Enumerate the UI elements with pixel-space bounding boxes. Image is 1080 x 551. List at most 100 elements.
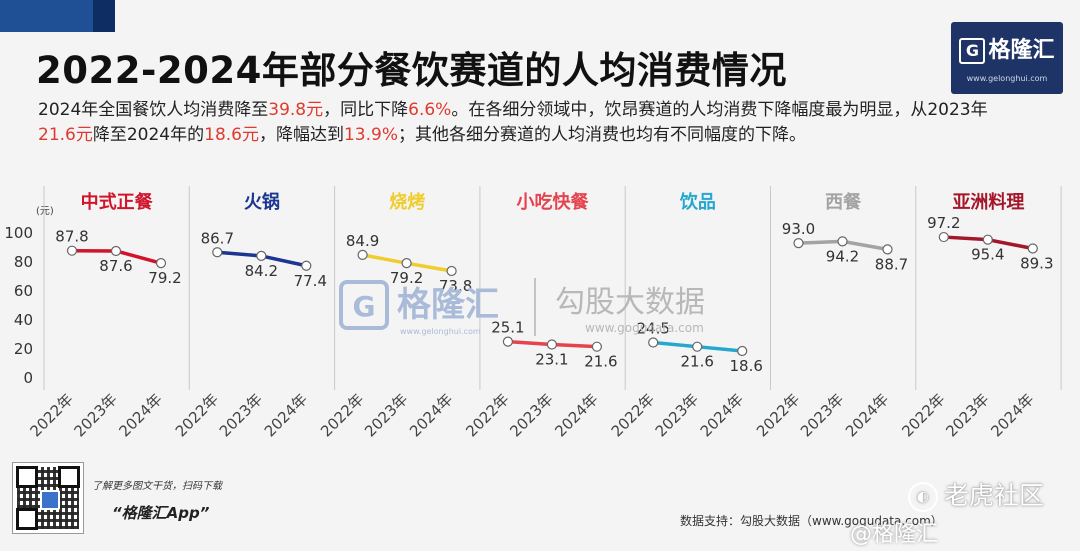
data-point bbox=[1027, 243, 1038, 254]
summary-segment: ，同比下降 bbox=[323, 100, 409, 120]
gelonghui-watermark: @格隆汇 bbox=[850, 522, 939, 547]
watermark-g-glyph: G bbox=[353, 290, 376, 323]
data-source: 数据支持：勾股大数据（www.gogudata.com） bbox=[680, 514, 943, 528]
watermark-gogu-url: www.gogudata.com bbox=[585, 321, 704, 335]
app-name: “格隆汇App” bbox=[112, 504, 210, 522]
data-point bbox=[793, 238, 804, 249]
data-label: 94.2 bbox=[826, 247, 859, 265]
data-point bbox=[648, 337, 659, 348]
data-point bbox=[401, 258, 412, 269]
data-point bbox=[591, 341, 603, 352]
y-tick-label: 0 bbox=[23, 369, 33, 387]
highlight-value: 39.8元 bbox=[268, 100, 324, 120]
data-point bbox=[110, 245, 122, 257]
x-tick-label: 2023年 bbox=[797, 390, 847, 440]
data-label: 95.4 bbox=[971, 246, 1004, 264]
data-point bbox=[982, 234, 993, 245]
summary-text: 2024年全国餐饮人均消费降至39.8元，同比下降6.6%。在各细分领域中，饮昂… bbox=[38, 98, 998, 148]
data-label: 93.0 bbox=[782, 220, 815, 238]
data-label: 23.1 bbox=[535, 351, 568, 369]
data-label: 18.6 bbox=[729, 357, 762, 375]
data-label: 86.7 bbox=[201, 229, 234, 247]
data-label: 84.9 bbox=[346, 232, 379, 250]
data-label: 77.4 bbox=[294, 272, 327, 290]
x-tick-label: 2022年 bbox=[753, 390, 803, 440]
x-tick-label: 2024年 bbox=[987, 390, 1037, 440]
data-point bbox=[737, 345, 748, 357]
data-point bbox=[837, 236, 848, 247]
highlight-value: 21.6元 bbox=[38, 125, 93, 145]
data-label: 21.6 bbox=[680, 353, 713, 371]
panel-title: 西餐 bbox=[825, 191, 862, 213]
summary-segment: 2024年全国餐饮人均消费降至 bbox=[38, 100, 269, 120]
data-label: 88.7 bbox=[875, 255, 908, 273]
data-label: 84.2 bbox=[245, 262, 278, 280]
data-point bbox=[301, 260, 312, 271]
x-tick-label: 2023年 bbox=[70, 390, 120, 440]
x-tick-label: 2022年 bbox=[172, 390, 222, 440]
data-point bbox=[692, 341, 703, 352]
page-title: 2022-2024年部分餐饮赛道的人均消费情况 bbox=[36, 49, 787, 92]
y-axis-unit: (元) bbox=[36, 206, 54, 217]
data-point bbox=[882, 244, 893, 255]
data-label: 89.3 bbox=[1020, 255, 1053, 273]
x-tick-label: 2024年 bbox=[406, 390, 456, 440]
data-label: 79.2 bbox=[148, 269, 181, 287]
x-tick-label: 2023年 bbox=[942, 390, 992, 440]
highlight-value: 6.6% bbox=[408, 100, 452, 120]
logo-name: 格隆汇 bbox=[988, 38, 1055, 63]
y-tick-label: 100 bbox=[4, 224, 33, 242]
top-accent-notch bbox=[93, 0, 115, 32]
panel-title: 中式正餐 bbox=[81, 191, 154, 213]
data-label: 25.1 bbox=[491, 319, 524, 337]
gelonghui-logo: G 格隆汇 www.gelonghui.com bbox=[951, 22, 1063, 94]
data-label: 24.5 bbox=[636, 319, 669, 337]
x-tick-label: 2022年 bbox=[608, 390, 658, 440]
data-label: 97.2 bbox=[927, 214, 960, 232]
x-tick-label: 2023年 bbox=[216, 390, 266, 440]
data-point bbox=[446, 265, 457, 277]
x-tick-label: 2023年 bbox=[652, 390, 702, 440]
highlight-value: 13.9% bbox=[343, 125, 398, 145]
x-tick-label: 2024年 bbox=[551, 390, 601, 440]
qr-code[interactable] bbox=[12, 462, 84, 534]
x-tick-label: 2023年 bbox=[361, 390, 411, 440]
x-tick-label: 2024年 bbox=[261, 390, 311, 440]
summary-segment: ；其他各细分赛道的人均消费也均有不同幅度的下降。 bbox=[398, 125, 806, 145]
x-tick-label: 2023年 bbox=[506, 390, 556, 440]
summary-segment: 。在各细分领域中，饮昂赛道的人均消费下降幅度最为明显，从2023年 bbox=[451, 100, 988, 120]
summary-segment: ，降幅达到 bbox=[258, 125, 344, 145]
top-accent-bar bbox=[0, 0, 115, 32]
x-tick-label: 2024年 bbox=[697, 390, 747, 440]
highlight-value: 18.6元 bbox=[204, 125, 259, 145]
data-point bbox=[256, 250, 267, 262]
logo-g-icon: G bbox=[959, 38, 986, 64]
data-point bbox=[502, 336, 513, 347]
y-tick-label: 20 bbox=[14, 340, 33, 358]
y-tick-label: 80 bbox=[14, 253, 33, 271]
data-label: 87.6 bbox=[99, 257, 132, 275]
y-tick-label: 40 bbox=[14, 311, 33, 329]
data-label: 73.8 bbox=[439, 277, 472, 295]
tiger-icon: ◐ bbox=[908, 482, 938, 512]
data-label: 21.6 bbox=[584, 353, 617, 371]
logo-url: www.gelonghui.com bbox=[966, 74, 1048, 83]
qr-logo-icon bbox=[40, 490, 60, 510]
data-point bbox=[938, 231, 949, 243]
panel-title: 亚洲料理 bbox=[952, 191, 1024, 213]
qr-caption: 了解更多图文干货，扫码下载 bbox=[92, 481, 222, 492]
data-label: 87.8 bbox=[55, 228, 88, 246]
data-point bbox=[212, 247, 223, 258]
panel-title: 饮品 bbox=[679, 191, 716, 213]
x-tick-label: 2022年 bbox=[26, 390, 76, 440]
panel-title: 小吃快餐 bbox=[517, 191, 590, 213]
watermark-brand: 格隆汇 bbox=[397, 285, 499, 325]
x-tick-label: 2024年 bbox=[115, 390, 165, 440]
x-tick-label: 2024年 bbox=[842, 390, 892, 440]
watermark-brand-url: www.gelonghui.com bbox=[400, 327, 481, 336]
watermark-gogu: 勾股大数据 bbox=[555, 285, 705, 320]
data-point bbox=[66, 245, 78, 256]
x-tick-label: 2022年 bbox=[317, 390, 367, 440]
x-tick-label: 2022年 bbox=[462, 390, 512, 440]
watermark-g-icon bbox=[339, 280, 389, 330]
